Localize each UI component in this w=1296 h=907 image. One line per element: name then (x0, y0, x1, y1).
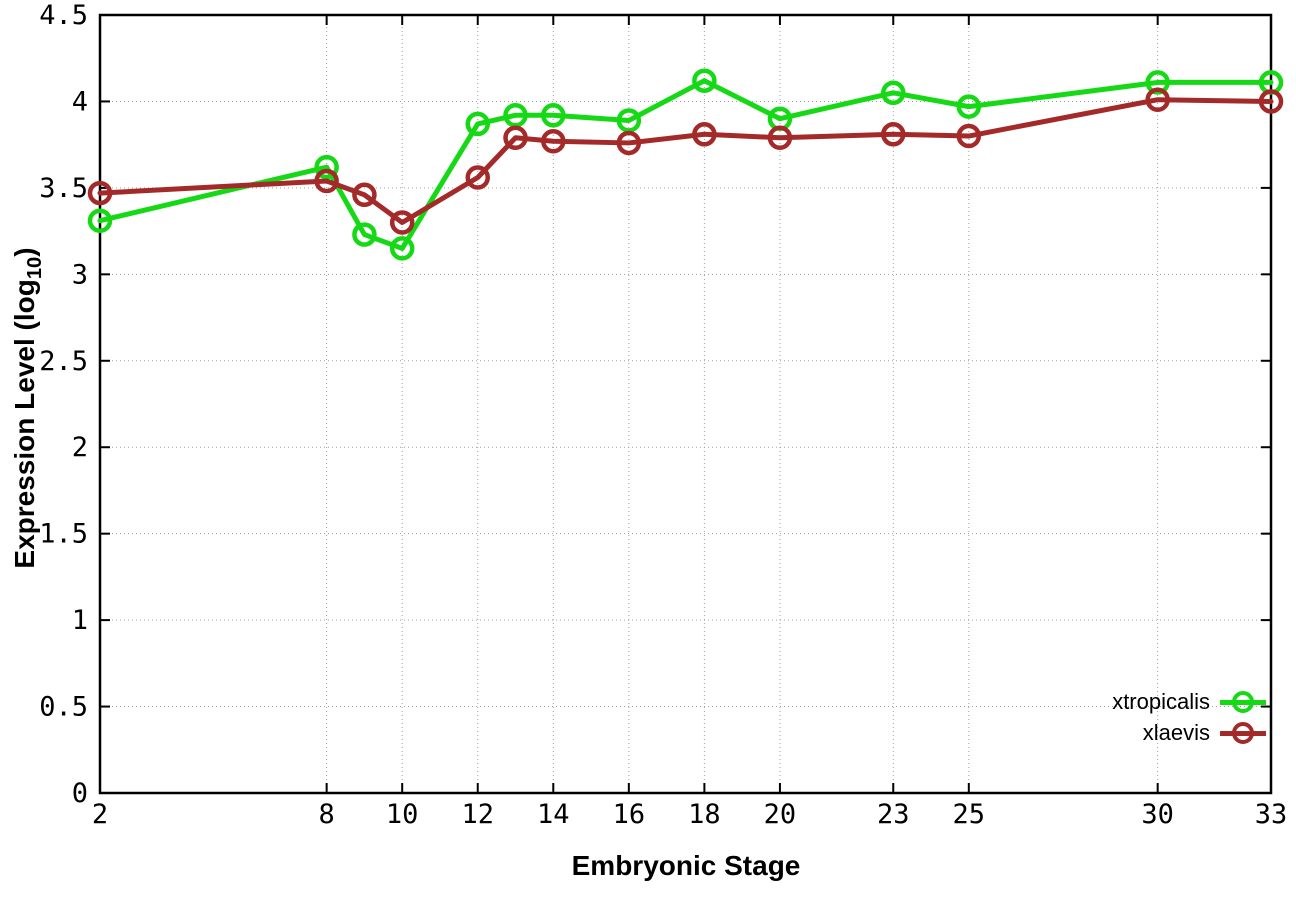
data-point-xlaevis (352, 182, 377, 208)
y-tick-label: 0 (72, 778, 88, 809)
x-tick-label: 2 (92, 799, 108, 830)
data-point-xlaevis (956, 123, 982, 149)
y-axis-title-suffix: ) (9, 247, 41, 257)
data-point-xtropicalis (352, 222, 377, 247)
data-point-xlaevis (1145, 87, 1170, 112)
data-point-xtropicalis (692, 68, 717, 93)
line-open-circle-marker-icon (1220, 689, 1266, 715)
series-line-xlaevis (97, 97, 1274, 225)
x-tick-label: 12 (461, 799, 494, 830)
y-tick-label: 1 (72, 605, 88, 636)
data-point-xtropicalis (314, 154, 339, 180)
y-tick-label: 2.5 (39, 346, 88, 377)
y-tick-label: 3.5 (39, 173, 88, 204)
data-point-xlaevis (541, 128, 566, 154)
legend-label-xlaevis: xlaevis (1142, 720, 1210, 745)
data-point-xlaevis (692, 122, 717, 147)
data-point-xtropicalis (503, 103, 528, 128)
data-point-xlaevis (503, 125, 528, 151)
y-tick-label: 0.5 (39, 692, 88, 723)
data-point-xlaevis (314, 168, 339, 194)
series-line-xtropicalis (97, 78, 1274, 251)
data-point-xtropicalis (541, 103, 566, 128)
x-tick-label: 14 (537, 799, 570, 830)
y-axis-title-subscript: 10 (23, 256, 46, 280)
legend-circle-sample (1232, 722, 1254, 744)
legend-entry-xlaevis: xlaevis (1143, 719, 1266, 747)
data-point-xlaevis (87, 180, 113, 206)
y-axis-title-text: Expression Level (log (9, 279, 41, 569)
x-tick-label: 33 (1255, 799, 1288, 830)
data-point-xlaevis (881, 122, 906, 147)
x-tick-label: 25 (953, 799, 986, 830)
data-point-xtropicalis (881, 80, 906, 106)
plot-border (98, 13, 1273, 795)
legend-entry-xtropicalis: xtropicalis (1112, 688, 1266, 716)
x-axis-title: Embryonic Stage (571, 850, 801, 881)
legend-label-xtropicalis: xtropicalis (1112, 689, 1210, 714)
data-point-xlaevis (1258, 89, 1284, 114)
legend: xtropicalis xlaevis (1112, 688, 1266, 747)
x-tick-label: 23 (877, 799, 910, 830)
y-tick-label: 4 (72, 86, 88, 117)
data-point-xtropicalis (956, 94, 982, 119)
legend-circle-sample (1232, 691, 1254, 713)
y-tick-label: 1.5 (39, 519, 88, 550)
data-point-xtropicalis (1145, 70, 1170, 95)
data-point-xlaevis (465, 165, 490, 190)
data-point-xtropicalis (616, 108, 642, 133)
data-point-xlaevis (616, 130, 642, 156)
x-tick-label: 8 (319, 799, 335, 830)
x-tick-label: 10 (386, 799, 419, 830)
data-point-xtropicalis (389, 236, 415, 261)
x-tick-label: 20 (764, 799, 797, 830)
line-open-circle-marker-icon (1220, 720, 1266, 746)
data-point-xlaevis (389, 210, 415, 235)
y-tick-label: 4.5 (39, 0, 88, 31)
y-axis-title: Expression Level (log10) (9, 247, 47, 568)
x-tick-label: 16 (613, 799, 646, 830)
y-tick-label: 2 (72, 432, 88, 463)
data-point-xlaevis (767, 125, 793, 151)
data-point-xtropicalis (87, 208, 113, 233)
x-tick-label: 30 (1141, 799, 1174, 830)
x-tick-label: 18 (688, 799, 721, 830)
data-point-xtropicalis (465, 111, 490, 137)
y-tick-label: 3 (72, 259, 88, 290)
